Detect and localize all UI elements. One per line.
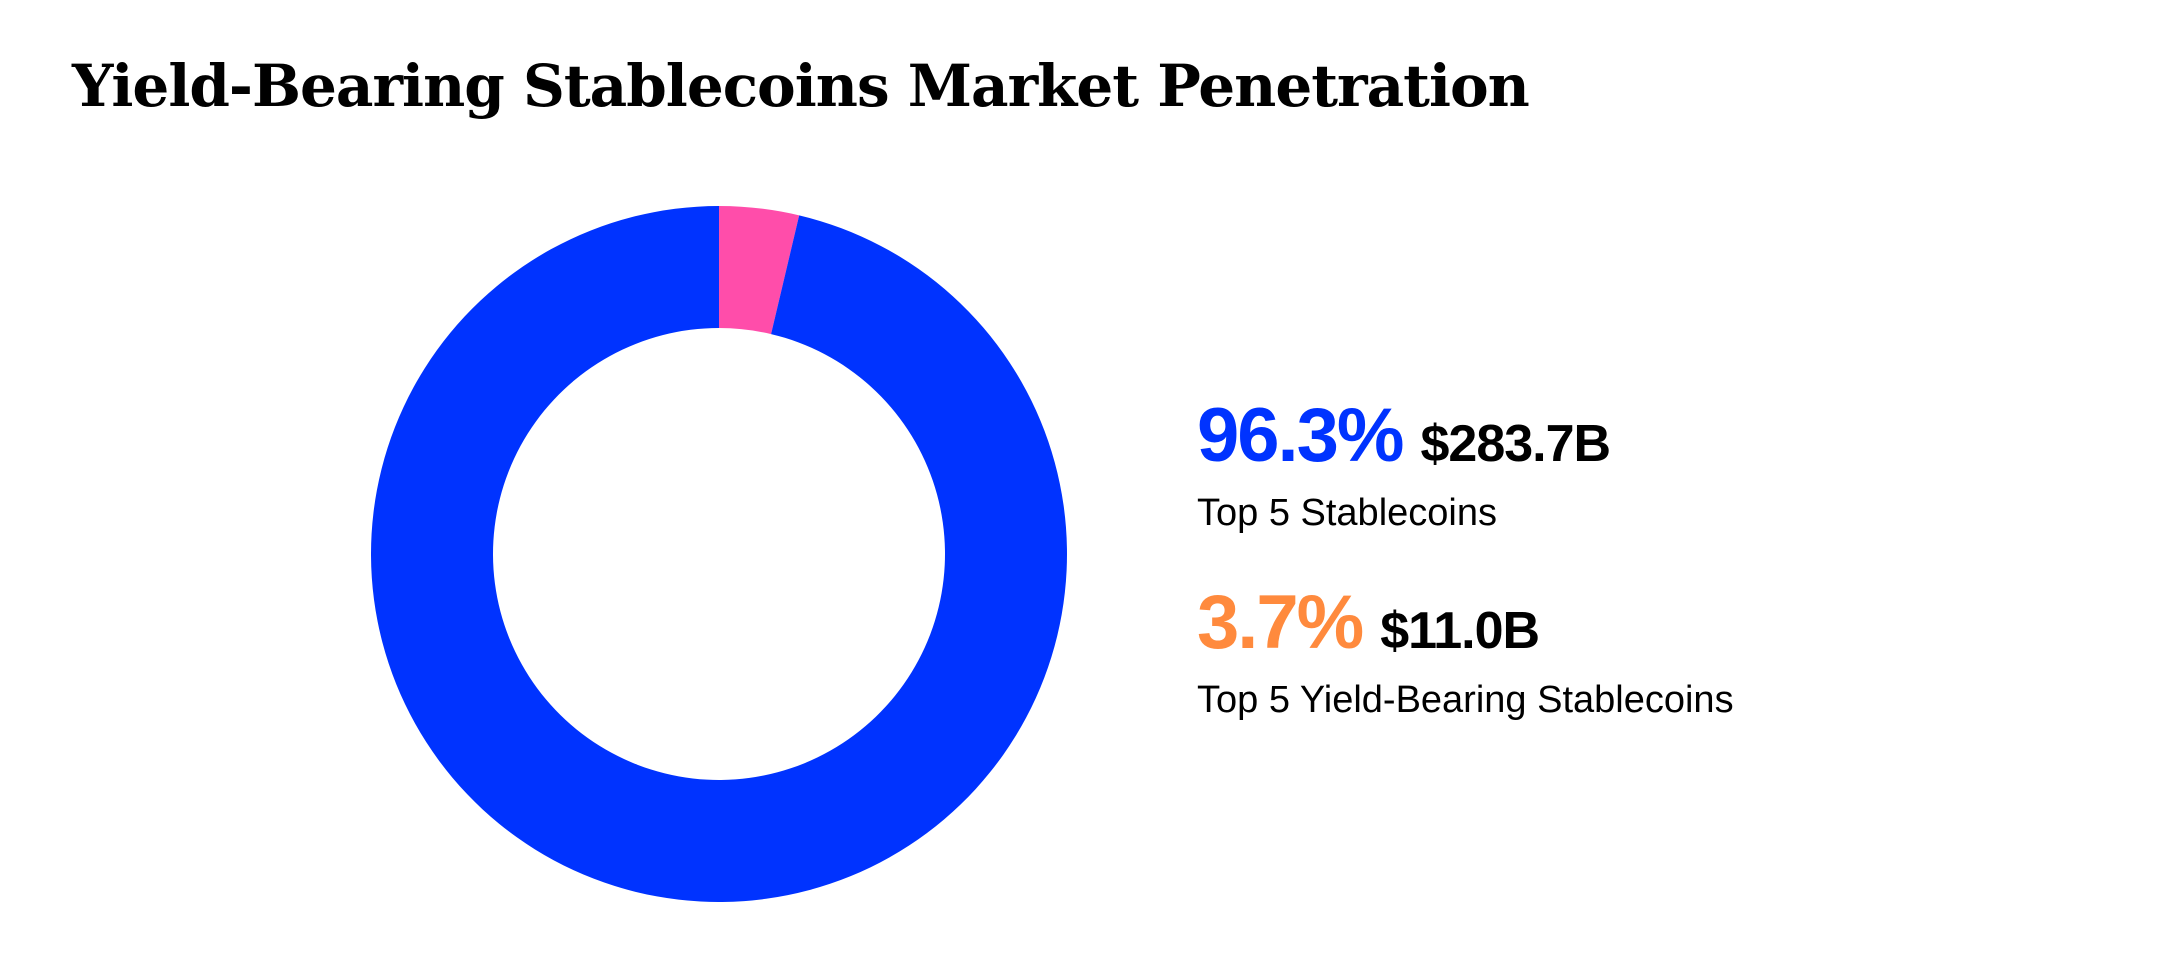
legend-row: 96.3% $283.7B [1197,392,1734,488]
legend: 96.3% $283.7B Top 5 Stablecoins 3.7% $11… [1197,392,1734,766]
legend-percent: 96.3% [1197,393,1404,478]
legend-percent: 3.7% [1197,580,1364,665]
legend-row: 3.7% $11.0B [1197,579,1734,675]
donut-slice-top5-stablecoins [371,206,1067,902]
donut-chart [371,206,1067,902]
legend-amount: $283.7B [1420,415,1612,473]
legend-item-top5-stablecoins: 96.3% $283.7B Top 5 Stablecoins [1197,392,1734,535]
donut-svg [371,206,1067,902]
legend-label: Top 5 Yield-Bearing Stablecoins [1197,679,1734,721]
legend-item-top5-yield-bearing: 3.7% $11.0B Top 5 Yield-Bearing Stableco… [1197,579,1734,722]
chart-title: Yield-Bearing Stablecoins Market Penetra… [72,52,1530,120]
donut-slice-top5-yield-bearing [719,206,800,335]
legend-label: Top 5 Stablecoins [1197,492,1497,534]
legend-amount: $11.0B [1380,602,1540,660]
